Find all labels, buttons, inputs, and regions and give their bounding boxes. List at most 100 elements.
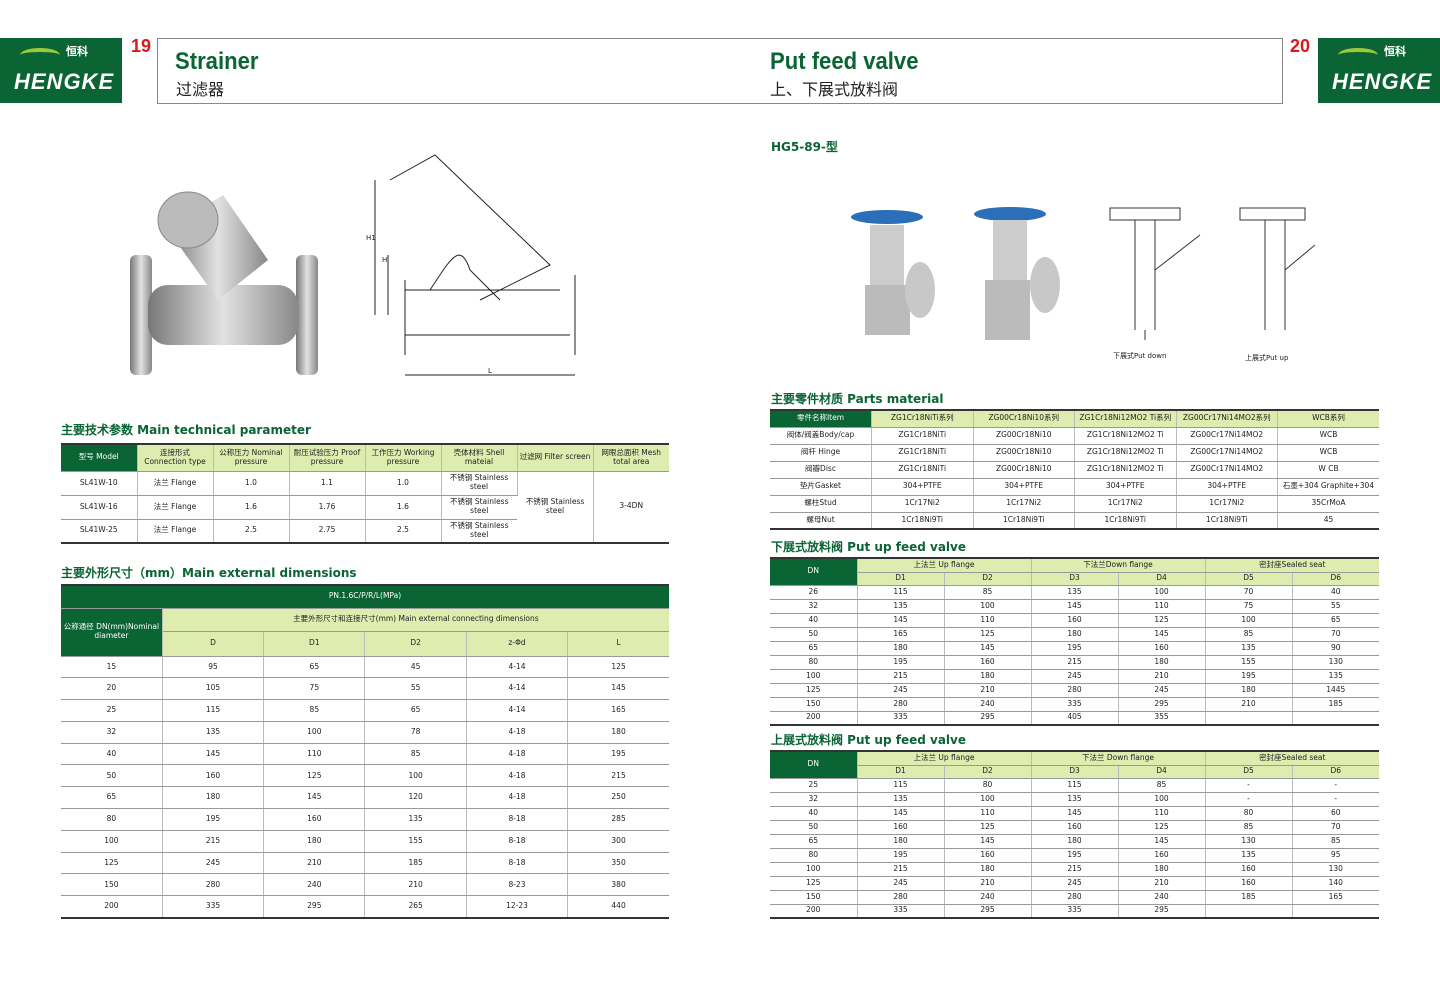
- table-cell: 4-18: [466, 764, 569, 788]
- table-cell: 70: [1292, 820, 1379, 835]
- table-cell: 100: [770, 669, 858, 684]
- table-cell: -: [1292, 778, 1379, 793]
- external-dimensions-table: PN.1.6C/P/R/L(MPa) 公称通径 DN(mm)Nominal dia…: [61, 584, 669, 919]
- table-cell: 85: [944, 585, 1032, 600]
- table-cell: 55: [364, 677, 467, 701]
- table-cell: 145: [857, 806, 945, 821]
- column-header: z-Φd: [466, 631, 569, 657]
- table-cell: [1205, 711, 1293, 726]
- table-cell: 4-18: [466, 721, 569, 744]
- table-cell: 95: [1292, 848, 1379, 863]
- strainer-photo: [130, 191, 318, 375]
- table-cell: 60: [1292, 806, 1379, 821]
- table-cell: 245: [857, 683, 945, 698]
- table-cell: 85: [263, 699, 366, 722]
- table-cell: 20: [61, 677, 163, 701]
- column-header: D: [162, 631, 265, 657]
- dim-section-title: 主要外形尺寸（mm）Main external dimensions: [61, 566, 357, 580]
- table-cell: 85: [1205, 820, 1293, 835]
- table-cell: 65: [1292, 613, 1379, 628]
- table-cell: WCB: [1277, 444, 1379, 462]
- table-cell: 115: [857, 778, 945, 793]
- table-cell: 135: [1205, 641, 1293, 656]
- table-row: D D1 D2 z-Φd L: [61, 631, 669, 657]
- table-cell: 295: [944, 904, 1032, 919]
- table-row: SL41W-25 法兰 Flange 2.5 2.75 2.5 不锈钢 Stainless…: [61, 519, 669, 544]
- table-row: 200 335 295 265 12-23 440: [61, 895, 669, 919]
- column-header: D4: [1118, 765, 1206, 779]
- table-row: 20 105 75 55 4-14 145: [61, 677, 669, 701]
- table-cell: 280: [857, 890, 945, 905]
- column-header: 公称压力 Nominal pressure: [213, 444, 290, 472]
- table-cell: SL41W-16: [61, 495, 138, 520]
- column-header: D5: [1205, 765, 1293, 779]
- table-cell: 165: [1292, 890, 1379, 905]
- strainer-drawing: H1 H L: [366, 154, 576, 376]
- table-cell: 70: [1205, 585, 1293, 600]
- column-header: 主要外形尺寸和连接尺寸(mm) Main external connecting…: [162, 608, 669, 632]
- table-row: 50 160 125 160 125 85 70: [770, 820, 1379, 835]
- table-cell: 245: [1031, 669, 1119, 684]
- table-cell: 185: [1292, 697, 1379, 712]
- column-header: 密封座Sealed seat: [1205, 751, 1379, 766]
- table-row: 65 180 145 180 145 130 85: [770, 834, 1379, 849]
- table-cell: 295: [944, 711, 1032, 726]
- table-cell: 115: [857, 585, 945, 600]
- table-cell: 100: [1118, 792, 1206, 807]
- table-cell: 210: [364, 873, 467, 897]
- table-cell: 180: [944, 862, 1032, 877]
- table-cell: 145: [1031, 599, 1119, 614]
- tech-section-title: 主要技术参数 Main technical parameter: [61, 423, 311, 437]
- table-cell: 240: [263, 873, 366, 897]
- column-header: D6: [1292, 765, 1379, 779]
- table-row: 螺母Nut 1Cr18Ni9Ti 1Cr18Ni9Ti 1Cr18Ni9Ti 1Cr18…: [770, 512, 1379, 530]
- table-row: 型号 Model 连接形式 Connection type 公称压力 Nominal…: [61, 444, 669, 472]
- table-cell: DN: [770, 558, 858, 586]
- table-cell: 125: [770, 876, 858, 891]
- table-cell: 2.5: [213, 519, 290, 544]
- table-cell: 115: [1031, 778, 1119, 793]
- table-cell: 160: [263, 808, 366, 831]
- table-cell: 135: [1031, 792, 1119, 807]
- table-cell: 125: [770, 683, 858, 698]
- table-cell: 160: [1118, 848, 1206, 863]
- table-row: DN 上法兰 Up flange 下法兰Down flange 密封座Sealed s…: [770, 558, 1379, 586]
- table-cell: 304+PTFE: [1176, 478, 1278, 496]
- table-cell: 110: [263, 743, 366, 766]
- table-row: D1 D2 D3 D4 D5 D6: [770, 572, 1379, 586]
- column-header: D1: [263, 631, 366, 657]
- table-cell: 130: [1292, 862, 1379, 877]
- parts-material-table: 零件名称Item ZG1Cr18NiTi系列 ZG00Cr18Ni10系列 ZG1Cr…: [770, 409, 1379, 530]
- table-cell: 180: [1118, 862, 1206, 877]
- table-cell: 110: [944, 806, 1032, 821]
- table-cell: 335: [1031, 697, 1119, 712]
- drawing-label-h: H: [382, 256, 387, 264]
- table-cell: PN.1.6C/P/R/L(MPa): [61, 585, 669, 609]
- table-row: 50 165 125 180 145 85 70: [770, 627, 1379, 642]
- table-cell: 135: [1031, 585, 1119, 600]
- table-cell: 135: [857, 599, 945, 614]
- table-row: 15 95 65 45 4-14 125: [61, 656, 669, 679]
- table-cell: 40: [1292, 585, 1379, 600]
- table-cell: 阀体/阀盖Body/cap: [770, 427, 872, 445]
- table-cell: 145: [162, 743, 265, 766]
- table-cell: 180: [857, 641, 945, 656]
- table-cell: 4-18: [466, 786, 569, 810]
- table-row: 65 180 145 195 160 135 90: [770, 641, 1379, 656]
- up-section-title: 上展式放料阀 Put up feed valve: [771, 733, 967, 747]
- table-cell: 335: [1031, 904, 1119, 919]
- table-cell: 304+PTFE: [973, 478, 1075, 496]
- table-cell: 145: [1031, 806, 1119, 821]
- table-cell: 100: [1118, 585, 1206, 600]
- drawing-label-h1: H1: [366, 234, 376, 242]
- table-cell: 160: [1031, 613, 1119, 628]
- column-header: D4: [1118, 572, 1206, 586]
- table-row: 65 180 145 120 4-18 250: [61, 786, 669, 810]
- table-cell: 210: [1205, 697, 1293, 712]
- table-cell: 355: [1118, 711, 1206, 726]
- table-cell: 335: [162, 895, 265, 919]
- column-header: D1: [857, 572, 945, 586]
- table-cell: 160: [1205, 862, 1293, 877]
- table-row: 40 145 110 85 4-18 195: [61, 743, 669, 766]
- table-cell: 215: [162, 830, 265, 853]
